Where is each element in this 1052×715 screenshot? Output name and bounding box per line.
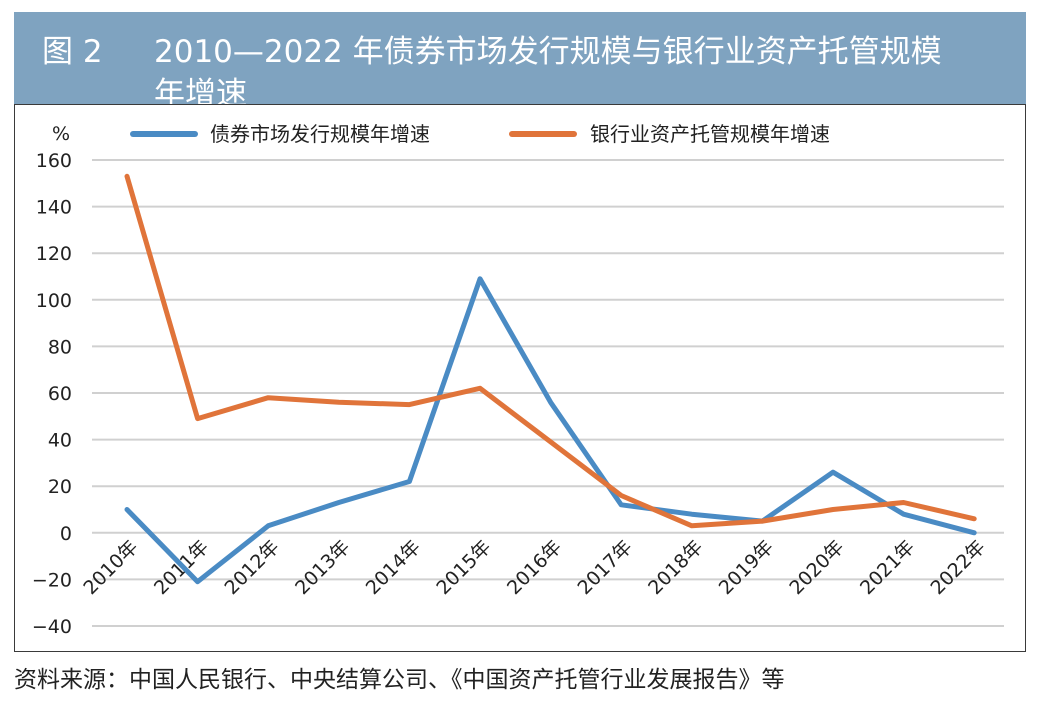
y-tick-label: 40	[48, 430, 72, 452]
chart-title: 2010—2022 年债券市场发行规模与银行业资产托管规模	[154, 34, 942, 70]
chart-frame	[14, 104, 1026, 652]
y-tick-label: 140	[36, 197, 72, 219]
y-tick-label: −40	[32, 616, 72, 638]
y-tick-label: 20	[48, 476, 72, 498]
x-tick-label: 2022年	[927, 536, 990, 599]
y-tick-label: 60	[48, 383, 72, 405]
y-tick-label: 120	[36, 243, 72, 265]
series-line-1	[124, 276, 977, 585]
x-tick-label: 2014年	[362, 536, 425, 599]
x-tick-label: 2012年	[221, 536, 284, 599]
x-tick-label: 2019年	[715, 536, 778, 599]
x-tick-label: 2013年	[291, 536, 354, 599]
source-note: 资料来源：中国人民银行、中央结算公司、《中国资产托管行业发展报告》等	[14, 667, 785, 693]
legend-label-2: 银行业资产托管规模年增速	[590, 122, 830, 146]
x-tick-label: 2016年	[503, 536, 566, 599]
y-tick-label: 100	[36, 290, 72, 312]
series-line-2	[124, 173, 977, 529]
y-tick-label: 0	[60, 523, 72, 545]
legend-label-1: 债券市场发行规模年增速	[210, 122, 430, 146]
y-tick-label: 160	[36, 150, 72, 172]
title-band: 图 2 2010—2022 年债券市场发行规模与银行业资产托管规模 年增速	[14, 12, 1026, 112]
x-tick-label: 2010年	[79, 536, 142, 599]
x-tick-label: 2015年	[432, 536, 495, 599]
y-axis-unit: %	[52, 123, 70, 145]
x-tick-label: 2017年	[574, 536, 637, 599]
figure-label: 图 2	[42, 34, 103, 70]
x-tick-label: 2021年	[856, 536, 919, 599]
x-tick-label: 2020年	[785, 536, 848, 599]
y-tick-label: 80	[48, 336, 72, 358]
x-tick-label: 2018年	[644, 536, 707, 599]
y-tick-label: −20	[32, 569, 72, 591]
